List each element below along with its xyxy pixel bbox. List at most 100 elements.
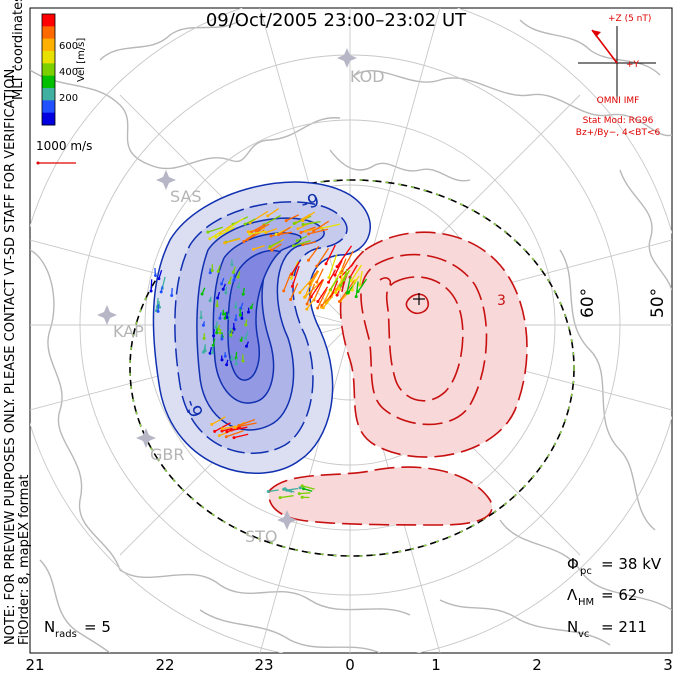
velocity-vector-origin xyxy=(244,336,247,340)
velocity-vector xyxy=(310,270,320,285)
velocity-vector-origin xyxy=(278,496,282,500)
svg-text:HM: HM xyxy=(578,597,594,608)
velocity-vector xyxy=(207,226,224,233)
velocity-vector-origin xyxy=(225,363,229,367)
velocity-vector-origin xyxy=(305,302,309,306)
velocity-vector-origin xyxy=(208,237,212,241)
velocity-vector-origin xyxy=(159,290,163,294)
velocity-vector-origin xyxy=(230,358,234,361)
mlt-tick: 22 xyxy=(155,656,174,674)
velocity-vector-origin xyxy=(216,296,220,300)
preview-disclaimer: NOTE: FOR PREVIEW PURPOSES ONLY. PLEASE … xyxy=(3,65,18,645)
velocity-vector-origin xyxy=(203,349,207,353)
velocity-vector-origin xyxy=(289,276,293,280)
velocity-vector xyxy=(334,260,343,276)
velocity-vector-origin xyxy=(245,238,249,242)
velocity-vector xyxy=(330,277,339,290)
latitude-label-50: 50° xyxy=(648,288,668,318)
velocity-vector-origin xyxy=(335,293,339,297)
velocity-vector xyxy=(291,261,300,275)
velocity-vector-origin xyxy=(335,265,339,269)
station-marker-kod xyxy=(337,48,357,68)
velocity-vector-origin xyxy=(239,338,243,342)
velocity-vector-origin xyxy=(223,354,227,358)
colorbar-segment xyxy=(42,63,55,77)
velocity-vector-origin xyxy=(329,288,333,292)
velocity-vector-origin xyxy=(266,490,270,493)
velocity-vector-origin xyxy=(299,231,303,234)
svg-text:pc: pc xyxy=(580,566,592,577)
velocity-vector xyxy=(226,217,245,231)
velocity-vector xyxy=(355,281,359,297)
velocity-vector xyxy=(339,270,350,286)
imf-bz-label: +Z (5 nT) xyxy=(608,14,651,24)
velocity-vector-origin xyxy=(300,484,304,488)
imf-model: Stat Mod: RG96 xyxy=(583,116,654,126)
velocity-vector-origin xyxy=(244,323,248,327)
velocity-vector-origin xyxy=(201,323,205,327)
velocity-vector xyxy=(211,416,226,425)
velocity-vector-origin xyxy=(302,487,305,491)
velocity-vector xyxy=(214,422,231,432)
velocity-vector xyxy=(267,208,280,217)
velocity-scale-label: 1000 m/s xyxy=(36,139,92,153)
mlt-tick: 21 xyxy=(25,656,44,674)
velocity-vector xyxy=(265,227,278,234)
latitude-label-60: 60° xyxy=(578,288,598,318)
velocity-vector xyxy=(336,245,353,267)
velocity-vector xyxy=(309,270,319,284)
velocity-vector-origin xyxy=(284,219,288,223)
velocity-vector xyxy=(306,283,316,305)
velocity-vector-origin xyxy=(247,310,250,314)
velocity-vector xyxy=(330,280,339,298)
velocity-vector-origin xyxy=(220,358,224,362)
velocity-vector xyxy=(238,418,256,427)
velocity-vector xyxy=(349,264,358,278)
velocity-vector-origin xyxy=(295,239,299,243)
svg-text:N: N xyxy=(567,618,578,636)
velocity-vector-origin xyxy=(301,219,305,223)
velocity-vector xyxy=(299,277,314,294)
velocity-vector xyxy=(269,240,282,248)
velocity-vector xyxy=(303,488,313,492)
velocity-vector-origin xyxy=(248,232,252,236)
velocity-vector xyxy=(313,220,330,232)
velocity-vector-origin xyxy=(156,309,160,313)
velocity-vector xyxy=(278,226,291,236)
velocity-vector xyxy=(340,262,355,278)
velocity-vector xyxy=(290,282,299,300)
contour-label: -9 xyxy=(299,190,322,215)
velocity-vector-origin xyxy=(283,487,287,491)
velocity-vector xyxy=(316,248,330,267)
colorbar-tick: 600 xyxy=(59,41,78,52)
velocity-vector xyxy=(238,422,257,428)
velocity-vector xyxy=(150,279,153,292)
coordinate-system-label: MLT coordinates xyxy=(11,0,26,100)
velocity-vector-origin xyxy=(212,334,216,338)
imf-bin: Bz+/By−, 4<BT<6 xyxy=(576,128,661,138)
velocity-vector-origin xyxy=(230,263,234,267)
velocity-vector xyxy=(299,492,311,495)
velocity-vector-origin xyxy=(234,318,238,322)
velocity-vector-origin xyxy=(354,295,358,299)
velocity-vector-origin xyxy=(350,288,354,292)
contour-label: 3 xyxy=(497,293,506,309)
velocity-vector xyxy=(307,245,320,261)
velocity-vector-origin xyxy=(236,275,240,279)
velocity-vector-origin xyxy=(246,230,250,234)
velocity-vector-origin xyxy=(270,248,274,252)
hm-latitude: Λ HM = 62° xyxy=(567,586,645,608)
imf-source: OMNI IMF xyxy=(597,96,640,106)
velocity-vector-origin xyxy=(220,427,224,431)
velocity-vector xyxy=(322,294,334,309)
velocity-vector-origin xyxy=(240,316,244,320)
station-label-sto: STO xyxy=(245,527,278,546)
velocity-vector-origin xyxy=(234,362,238,366)
velocity-vector xyxy=(325,244,336,265)
velocity-vector-origin xyxy=(268,245,272,249)
velocity-vector-origin xyxy=(208,299,212,303)
velocity-vector xyxy=(226,426,242,433)
mlt-tick: 0 xyxy=(345,656,355,674)
velocity-vector xyxy=(291,265,300,287)
